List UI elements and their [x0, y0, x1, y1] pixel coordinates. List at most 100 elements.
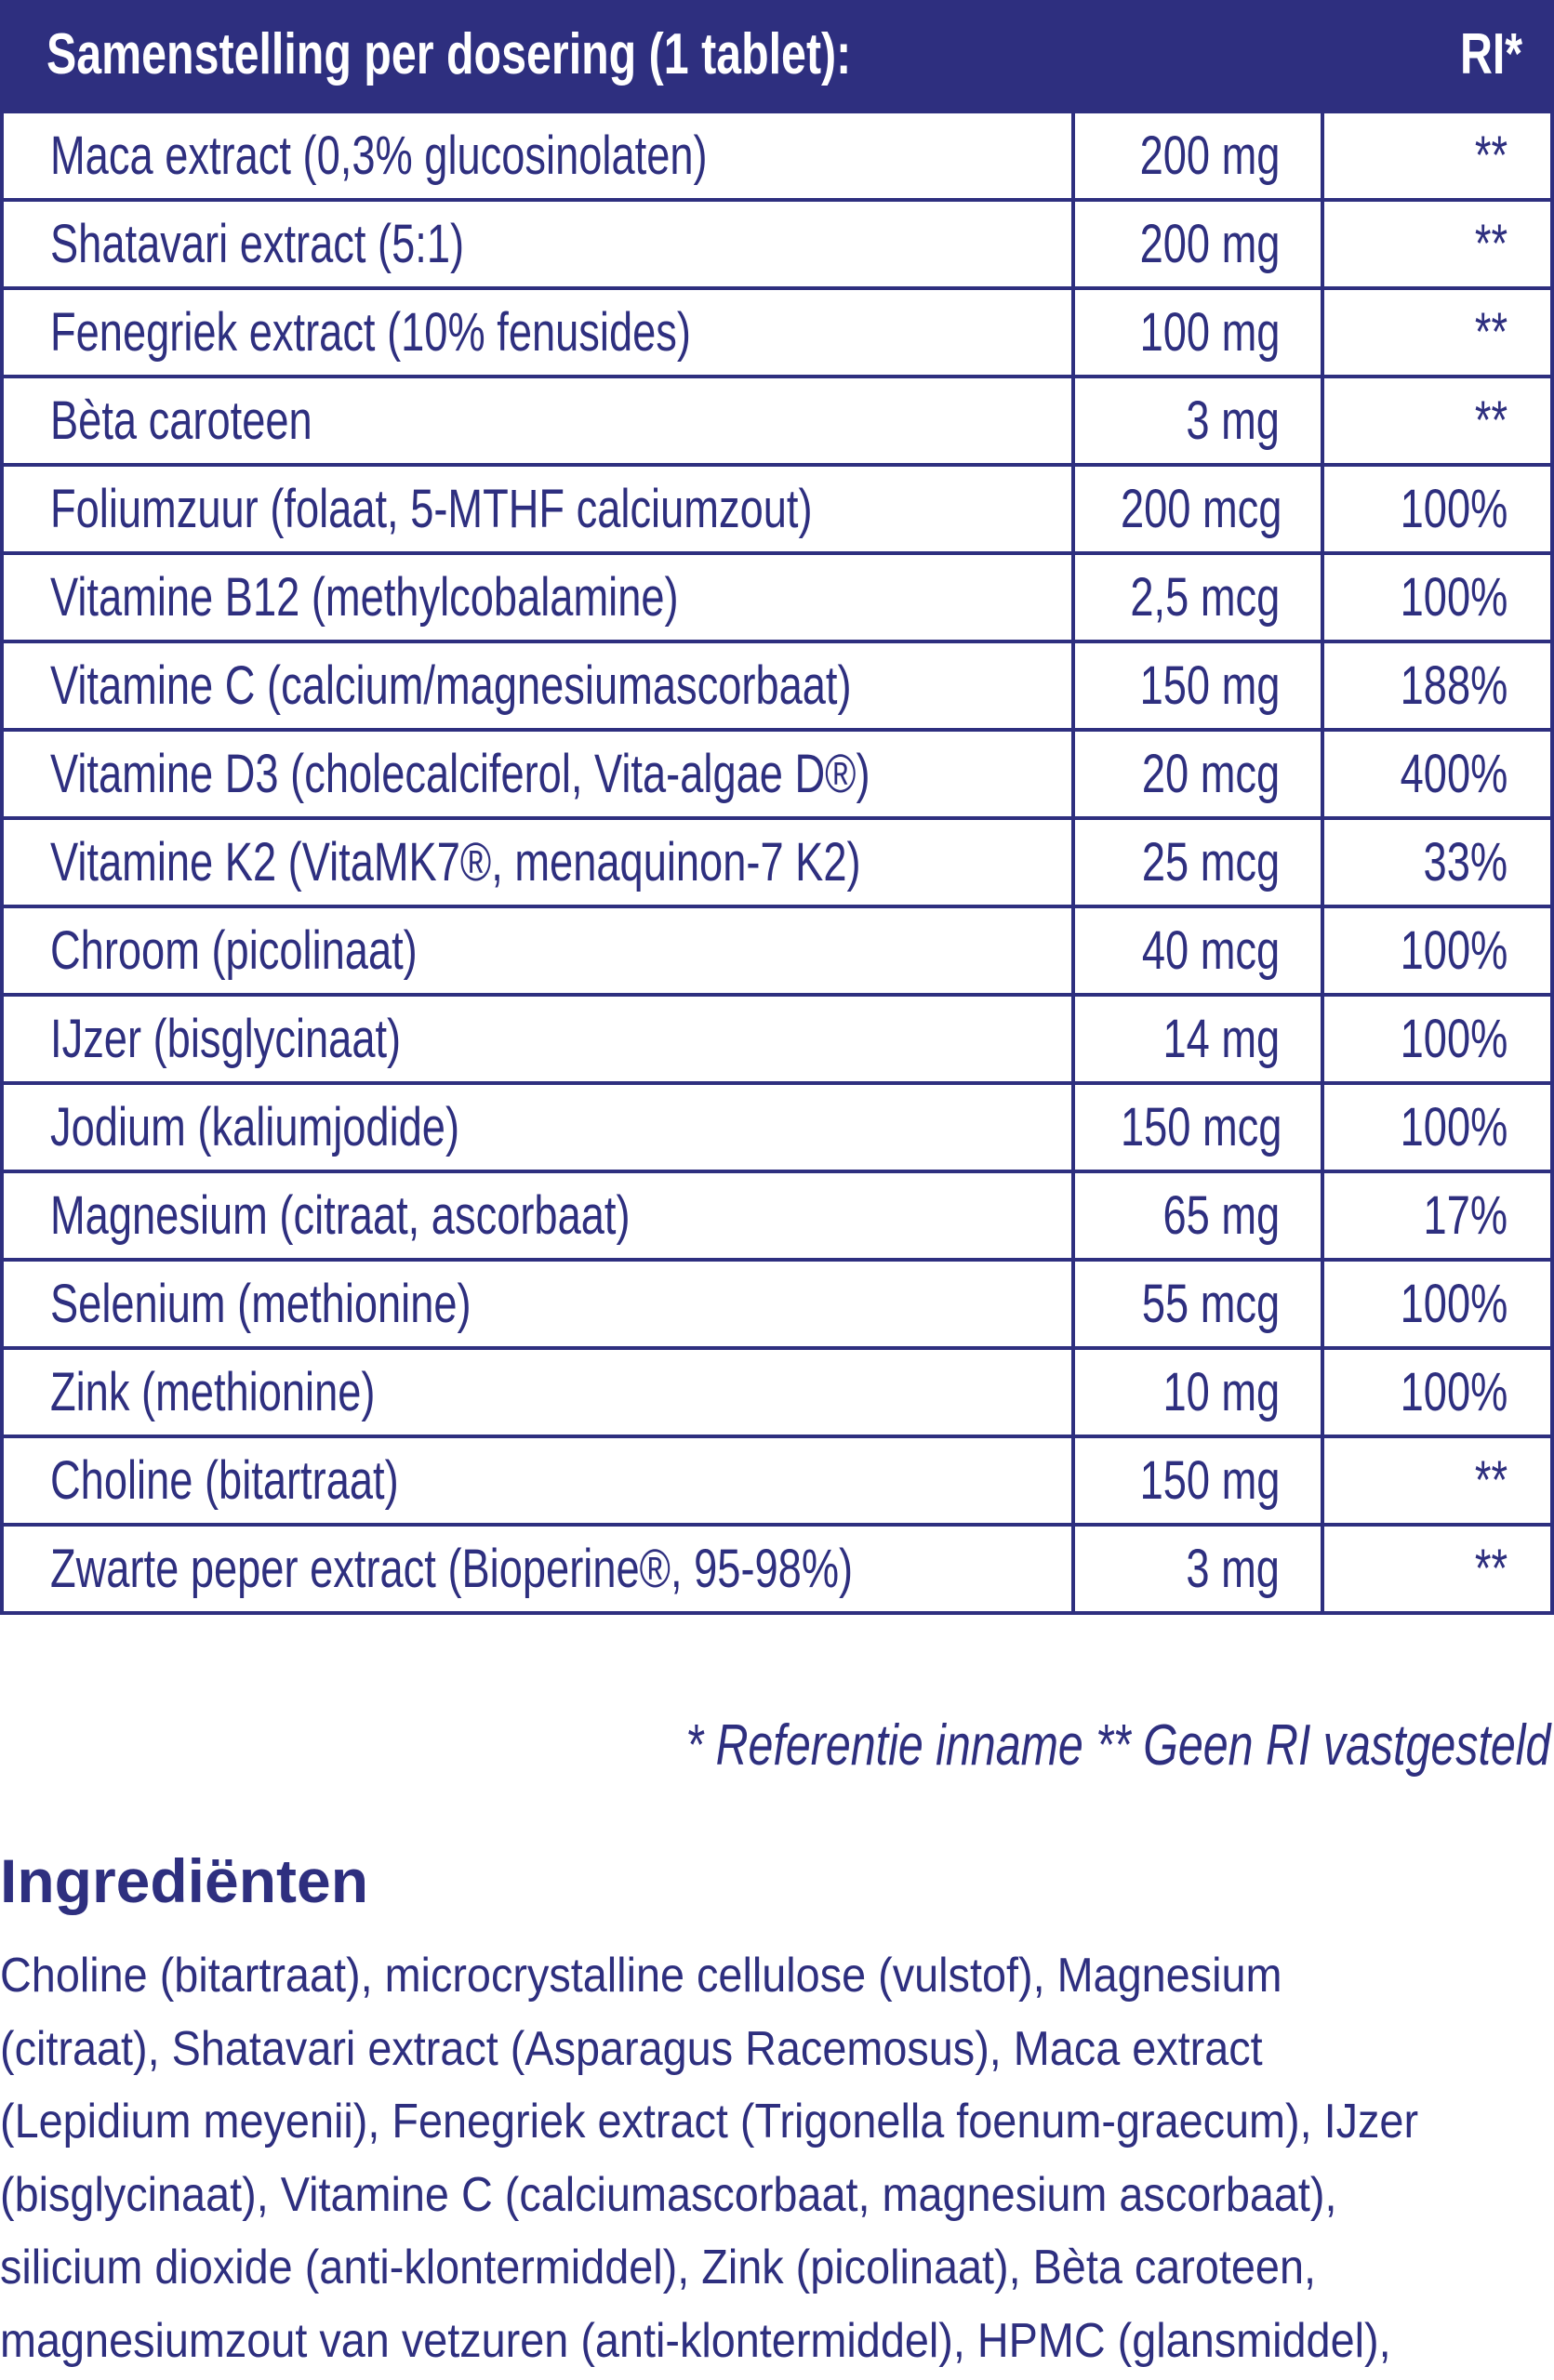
ri: ** — [1474, 126, 1508, 186]
amount: 150 mg — [1139, 655, 1280, 716]
ri: 100% — [1400, 1009, 1508, 1069]
ri: ** — [1474, 214, 1508, 274]
amount: 55 mcg — [1141, 1274, 1280, 1334]
ri-cell: ** — [1321, 198, 1554, 290]
table-row: Vitamine C (calcium/magnesiumascorbaat) 1… — [0, 640, 1554, 732]
ri-cell: 100% — [1321, 993, 1554, 1085]
header-ri: RI* — [1459, 22, 1522, 86]
ri: ** — [1474, 390, 1508, 451]
nutrient-cell: Zink (methionine) — [0, 1346, 1075, 1438]
ri: 100% — [1400, 567, 1508, 628]
table-row: Fenegriek extract (10% fenusides) 100 mg *… — [0, 286, 1554, 378]
ri-cell: ** — [1321, 375, 1554, 467]
nutrient-cell: IJzer (bisglycinaat) — [0, 993, 1075, 1085]
amount-cell: 150 mg — [1071, 1435, 1324, 1527]
ingredients-line: (bisglycinaat), Vitamine C (calciumascor… — [0, 2167, 1337, 2222]
table-row: Vitamine D3 (cholecalciferol, Vita-algae… — [0, 728, 1554, 820]
amount-cell: 25 mcg — [1071, 816, 1324, 908]
amount-cell: 150 mg — [1071, 640, 1324, 732]
nutrient-cell: Vitamine K2 (VitaMK7®, menaquinon-7 K2) — [0, 816, 1075, 908]
ri-cell: 400% — [1321, 728, 1554, 820]
nutrient-cell: Shatavari extract (5:1) — [0, 198, 1075, 290]
table-header: Samenstelling per dosering (1 tablet): R… — [0, 0, 1554, 110]
amount: 3 mg — [1186, 390, 1280, 451]
ri-cell: 100% — [1321, 551, 1554, 643]
nutrient: Jodium (kaliumjodide) — [50, 1097, 460, 1157]
amount: 200 mg — [1139, 126, 1280, 186]
amount-cell: 200 mg — [1071, 110, 1324, 202]
ri-cell: 100% — [1321, 1346, 1554, 1438]
ri: 100% — [1400, 479, 1508, 539]
nutrient: Foliumzuur (folaat, 5-MTHF calciumzout) — [50, 479, 813, 539]
amount-cell: 10 mg — [1071, 1346, 1324, 1438]
nutrient: Magnesium (citraat, ascorbaat) — [50, 1185, 631, 1246]
ingredients-line: Choline (bitartraat), microcrystalline c… — [0, 1949, 1282, 2003]
amount: 3 mg — [1186, 1539, 1280, 1599]
ri: 100% — [1400, 1362, 1508, 1422]
ri-cell: 100% — [1321, 1081, 1554, 1173]
amount: 25 mcg — [1141, 832, 1280, 892]
table-row: Foliumzuur (folaat, 5-MTHF calciumzout) 2… — [0, 463, 1554, 555]
table-row: IJzer (bisglycinaat) 14 mg 100% — [0, 993, 1554, 1085]
nutrient-cell: Foliumzuur (folaat, 5-MTHF calciumzout) — [0, 463, 1075, 555]
ri: 33% — [1423, 832, 1508, 892]
ingredients-line: (Lepidium meyenii), Fenegriek extract (T… — [0, 2095, 1419, 2149]
ri: ** — [1474, 1539, 1508, 1599]
ri: 17% — [1423, 1185, 1508, 1246]
ri-cell: 188% — [1321, 640, 1554, 732]
nutrient-cell: Vitamine C (calcium/magnesiumascorbaat) — [0, 640, 1075, 732]
nutrient: Bèta caroteen — [50, 390, 312, 451]
nutrient: Vitamine B12 (methylcobalamine) — [50, 567, 679, 628]
ri: ** — [1474, 1450, 1508, 1511]
nutrient-cell: Bèta caroteen — [0, 375, 1075, 467]
nutrient-cell: Selenium (methionine) — [0, 1258, 1075, 1350]
amount: 2,5 mcg — [1130, 567, 1280, 628]
amount: 14 mg — [1162, 1009, 1280, 1069]
ri-cell: ** — [1321, 1523, 1554, 1615]
table-row: Vitamine K2 (VitaMK7®, menaquinon-7 K2) 2… — [0, 816, 1554, 908]
nutrient-cell: Vitamine D3 (cholecalciferol, Vita-algae… — [0, 728, 1075, 820]
table-row: Vitamine B12 (methylcobalamine) 2,5 mcg 10… — [0, 551, 1554, 643]
amount-cell: 14 mg — [1071, 993, 1324, 1085]
amount-cell: 65 mg — [1071, 1170, 1324, 1262]
amount-cell: 100 mg — [1071, 286, 1324, 378]
amount: 150 mg — [1139, 1450, 1280, 1511]
table-row: Jodium (kaliumjodide) 150 mcg 100% — [0, 1081, 1554, 1173]
ri-cell: ** — [1321, 1435, 1554, 1527]
nutrient-cell: Choline (bitartraat) — [0, 1435, 1075, 1527]
amount: 200 mg — [1139, 214, 1280, 274]
nutrient: Maca extract (0,3% glucosinolaten) — [50, 126, 708, 186]
ri-cell: 100% — [1321, 905, 1554, 997]
composition-table: Maca extract (0,3% glucosinolaten) 200 mg… — [0, 110, 1554, 1615]
nutrient-cell: Magnesium (citraat, ascorbaat) — [0, 1170, 1075, 1262]
amount: 40 mcg — [1141, 920, 1280, 981]
nutrient: Chroom (picolinaat) — [50, 920, 418, 981]
ri: 100% — [1400, 1274, 1508, 1334]
nutrient-cell: Jodium (kaliumjodide) — [0, 1081, 1075, 1173]
ri: 100% — [1400, 1097, 1508, 1157]
nutrient-cell: Zwarte peper extract (Bioperine®, 95-98%… — [0, 1523, 1075, 1615]
table-row: Zink (methionine) 10 mg 100% — [0, 1346, 1554, 1438]
ingredients-title: Ingrediënten — [0, 1846, 369, 1915]
header-title: Samenstelling per dosering (1 tablet): — [46, 22, 852, 86]
amount: 10 mg — [1162, 1362, 1280, 1422]
ingredients-line: magnesiumzout van vetzuren (anti-klonter… — [0, 2313, 1391, 2368]
table-row: Bèta caroteen 3 mg ** — [0, 375, 1554, 467]
amount: 200 mcg — [1120, 479, 1282, 539]
amount: 65 mg — [1162, 1185, 1280, 1246]
ri: 188% — [1400, 655, 1508, 716]
table-row: Choline (bitartraat) 150 mg ** — [0, 1435, 1554, 1527]
amount-cell: 40 mcg — [1071, 905, 1324, 997]
ingredients-text: Choline (bitartraat), microcrystalline c… — [0, 1939, 1554, 2377]
amount-cell: 3 mg — [1071, 375, 1324, 467]
nutrient: Shatavari extract (5:1) — [50, 214, 465, 274]
ri: 100% — [1400, 920, 1508, 981]
table-row: Chroom (picolinaat) 40 mcg 100% — [0, 905, 1554, 997]
ri-cell: 100% — [1321, 463, 1554, 555]
nutrient: Vitamine K2 (VitaMK7®, menaquinon-7 K2) — [50, 832, 861, 892]
amount-cell: 20 mcg — [1071, 728, 1324, 820]
ri-cell: 33% — [1321, 816, 1554, 908]
amount: 150 mcg — [1120, 1097, 1282, 1157]
amount-cell: 2,5 mcg — [1071, 551, 1324, 643]
